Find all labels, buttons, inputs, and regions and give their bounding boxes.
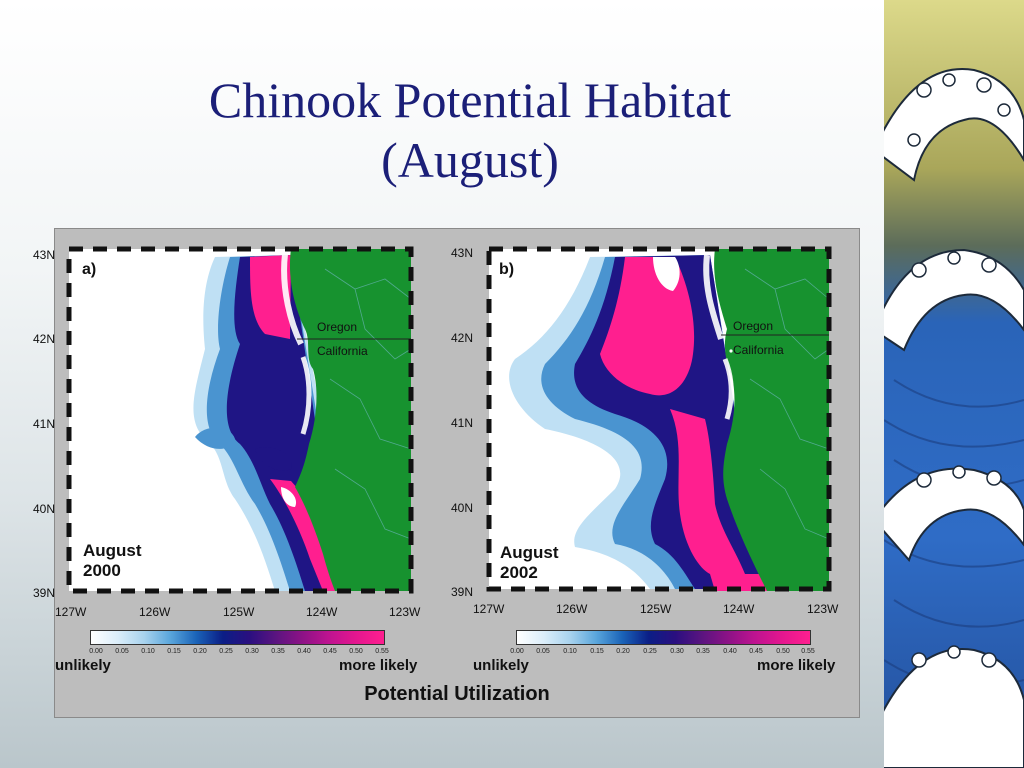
scale-low-label-a: unlikely [55,657,111,674]
lat-label-a-39: 39N [33,586,56,600]
habitat-figure: a) Oregon California August 2000 43N 42N… [33,228,860,718]
cbar-b-tick: 0.55 [801,648,815,655]
date-month-b: August [500,543,559,562]
colorbar-a [90,630,385,645]
cbar-b-tick: 0.40 [723,648,737,655]
map-panel-b [486,246,832,592]
lat-label-b-43: 43N [451,246,474,260]
date-year-b: 2002 [500,563,538,582]
legend-title: Potential Utilization [364,683,550,705]
cbar-b-tick: 0.25 [643,648,657,655]
date-year-a: 2000 [83,561,121,580]
cbar-a-tick: 0.30 [245,648,259,655]
map-panel-a [66,246,414,594]
habitat-field-b [509,255,773,591]
lat-label-b-41: 41N [451,416,474,430]
cbar-b-tick: 0.45 [749,648,763,655]
land-mass-a [289,249,411,591]
state-label-california-a: California [317,344,368,358]
lon-label-b-124: 124W [723,602,755,616]
scale-high-label-b: more likely [757,657,836,674]
date-month-a: August [83,541,142,560]
slide-title: Chinook Potential Habitat (August) [60,70,880,190]
lat-label-a-43: 43N [33,248,56,262]
date-label-b: August 2002 [500,543,559,583]
panel-letter-a: a) [82,261,97,278]
scale-low-label-b: unlikely [473,657,529,674]
wave-decoration [884,0,1024,768]
lat-label-a-41: 41N [33,417,56,431]
cbar-b-tick: 0.05 [536,648,550,655]
cbar-b-tick: 0.30 [670,648,684,655]
cbar-a-tick: 0.10 [141,648,155,655]
lon-label-a-124: 124W [306,605,338,619]
cbar-a-tick: 0.55 [375,648,389,655]
lon-label-b-125: 125W [640,602,672,616]
lon-label-a-123: 123W [389,605,421,619]
state-label-california-b: California [733,343,784,357]
lon-label-a-126: 126W [139,605,171,619]
lat-label-b-42: 42N [451,331,474,345]
cbar-a-tick: 0.15 [167,648,181,655]
cbar-a-tick: 0.50 [349,648,363,655]
panel-letter-b: b) [499,261,515,278]
cbar-a-tick: 0.35 [271,648,285,655]
lat-label-a-42: 42N [33,332,56,346]
lon-label-a-125: 125W [223,605,255,619]
cbar-a-tick: 0.25 [219,648,233,655]
slide-title-line2: (August) [381,132,559,188]
lon-label-b-127: 127W [473,602,505,616]
lon-label-b-126: 126W [556,602,588,616]
colorbar-b [516,630,811,645]
cbar-a-tick: 0.00 [89,648,103,655]
cbar-b-tick: 0.15 [590,648,604,655]
state-label-oregon-b: Oregon [733,319,774,333]
scale-high-label-a: more likely [339,657,418,674]
cbar-a-tick: 0.45 [323,648,337,655]
cbar-b-tick: 0.35 [696,648,710,655]
cbar-a-tick: 0.20 [193,648,207,655]
lat-label-b-40: 40N [451,501,474,515]
lat-label-b-39: 39N [451,585,474,599]
lon-label-a-127: 127W [55,605,87,619]
cbar-b-tick: 0.10 [563,648,577,655]
lon-label-b-123: 123W [807,602,839,616]
cbar-a-tick: 0.05 [115,648,129,655]
cbar-b-tick: 0.00 [510,648,524,655]
cbar-b-tick: 0.50 [776,648,790,655]
slide-title-line1: Chinook Potential Habitat [208,72,732,128]
state-label-oregon-a: Oregon [317,320,358,334]
date-label-a: August 2000 [83,541,142,581]
lat-label-a-40: 40N [33,502,56,516]
cbar-b-tick: 0.20 [616,648,630,655]
cbar-a-tick: 0.40 [297,648,311,655]
